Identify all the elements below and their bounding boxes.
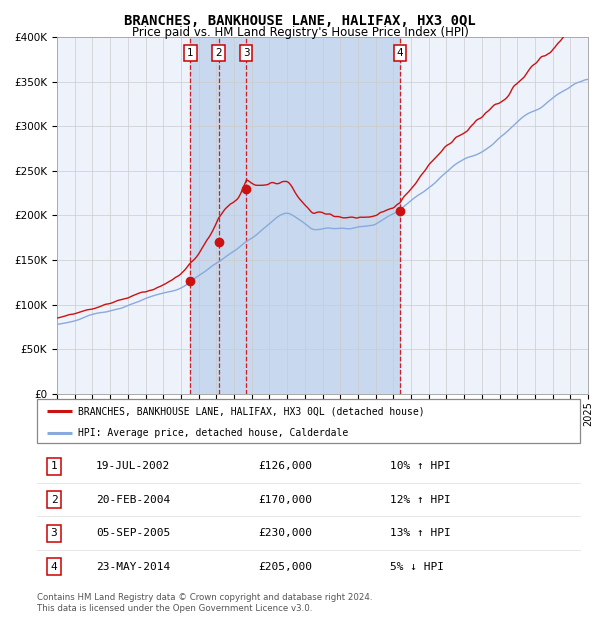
Text: 4: 4 bbox=[397, 48, 404, 58]
Text: £126,000: £126,000 bbox=[258, 461, 312, 471]
Text: 10% ↑ HPI: 10% ↑ HPI bbox=[390, 461, 451, 471]
Text: 13% ↑ HPI: 13% ↑ HPI bbox=[390, 528, 451, 538]
Text: BRANCHES, BANKHOUSE LANE, HALIFAX, HX3 0QL (detached house): BRANCHES, BANKHOUSE LANE, HALIFAX, HX3 0… bbox=[78, 406, 425, 416]
Text: 5% ↓ HPI: 5% ↓ HPI bbox=[390, 562, 444, 572]
Text: 1: 1 bbox=[50, 461, 58, 471]
Text: 2: 2 bbox=[215, 48, 222, 58]
Text: £170,000: £170,000 bbox=[258, 495, 312, 505]
Text: BRANCHES, BANKHOUSE LANE, HALIFAX, HX3 0QL: BRANCHES, BANKHOUSE LANE, HALIFAX, HX3 0… bbox=[124, 14, 476, 28]
Text: Contains HM Land Registry data © Crown copyright and database right 2024.
This d: Contains HM Land Registry data © Crown c… bbox=[37, 593, 373, 613]
Text: 23-MAY-2014: 23-MAY-2014 bbox=[96, 562, 170, 572]
Text: 20-FEB-2004: 20-FEB-2004 bbox=[96, 495, 170, 505]
Text: HPI: Average price, detached house, Calderdale: HPI: Average price, detached house, Cald… bbox=[78, 428, 348, 438]
Text: 3: 3 bbox=[50, 528, 58, 538]
Text: 05-SEP-2005: 05-SEP-2005 bbox=[96, 528, 170, 538]
Text: £205,000: £205,000 bbox=[258, 562, 312, 572]
Text: 1: 1 bbox=[187, 48, 194, 58]
Text: 3: 3 bbox=[243, 48, 250, 58]
Text: 2: 2 bbox=[50, 495, 58, 505]
Text: 19-JUL-2002: 19-JUL-2002 bbox=[96, 461, 170, 471]
Text: 4: 4 bbox=[50, 562, 58, 572]
FancyBboxPatch shape bbox=[37, 399, 580, 443]
Text: Price paid vs. HM Land Registry's House Price Index (HPI): Price paid vs. HM Land Registry's House … bbox=[131, 26, 469, 39]
Text: £230,000: £230,000 bbox=[258, 528, 312, 538]
Text: 12% ↑ HPI: 12% ↑ HPI bbox=[390, 495, 451, 505]
Bar bbox=[190, 37, 400, 394]
